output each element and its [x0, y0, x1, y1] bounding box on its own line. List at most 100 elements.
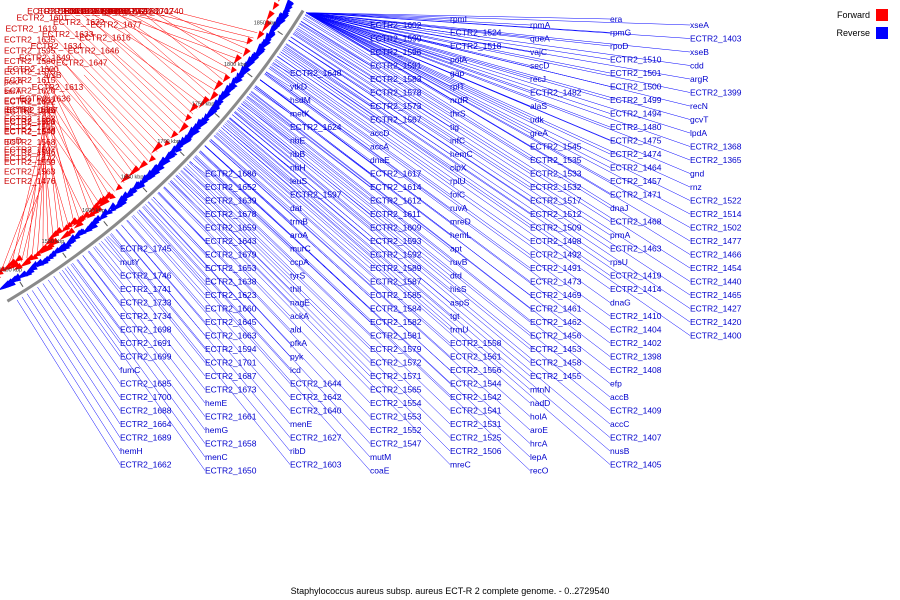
reverse-leader-line [238, 107, 611, 411]
gene-label-reverse: dat [290, 203, 302, 213]
reverse-leader-line [82, 255, 206, 417]
gene-label-reverse: ECTR2_1533 [530, 169, 582, 179]
reverse-leader-line [70, 263, 121, 330]
reverse-leader-line [139, 209, 206, 282]
gene-label-forward: ECTR2_1620 [4, 86, 56, 96]
forward-leader-line [161, 10, 247, 49]
forward-leader-line [43, 121, 65, 233]
gene-label-reverse: ald [290, 325, 302, 335]
forward-gene-feature [266, 10, 275, 21]
gene-label-reverse: ECTR2_1474 [610, 149, 662, 159]
gene-label-reverse: lepA [530, 452, 547, 462]
reverse-leader-line [294, 30, 611, 236]
gene-label-reverse: trmU [450, 325, 468, 335]
forward-leader-line [58, 57, 153, 157]
tick-label: 1800 kbp [224, 62, 247, 68]
gene-label-reverse: ECTR2_1662 [120, 460, 172, 470]
gene-label-reverse: ECTR2_1642 [290, 392, 342, 402]
gene-label-reverse: ECTR2_1556 [450, 365, 502, 375]
gene-label-forward: ECTR2_1563 [4, 167, 56, 177]
gene-label-reverse: rpmG [610, 28, 631, 38]
gene-label-reverse: ECTR2_1686 [205, 169, 257, 179]
reverse-leader-line [246, 96, 611, 384]
reverse-leader-line [306, 12, 531, 80]
gene-label-forward: ECTR2_1619 [5, 24, 57, 34]
reverse-leader-line [188, 162, 371, 336]
reverse-leader-line [306, 12, 611, 168]
gene-label-reverse: ECTR2_1699 [120, 352, 172, 362]
gene-label-reverse: ECTR2_1525 [450, 433, 502, 443]
gene-label-reverse: greA [530, 128, 548, 138]
reverse-leader-line [241, 103, 531, 336]
reverse-leader-line [232, 114, 531, 363]
gene-label-forward: ECTR2_1637 [6, 105, 58, 115]
reverse-leader-line [158, 192, 371, 417]
legend-swatch-forward [876, 9, 888, 21]
reverse-leader-line [300, 20, 451, 114]
gene-label-reverse: ECTR2_1440 [690, 277, 742, 287]
forward-gene-feature [120, 173, 131, 183]
reverse-leader-line [170, 179, 451, 465]
tick-mark [62, 252, 67, 258]
reverse-leader-line [302, 18, 531, 161]
reverse-leader-line [254, 86, 451, 236]
reverse-leader-line [268, 68, 611, 317]
gene-label-reverse: era [610, 14, 623, 24]
reverse-leader-line [64, 268, 121, 344]
gene-label-reverse: ECTR2_1561 [450, 352, 502, 362]
gene-label-reverse: leuS [290, 176, 307, 186]
gene-label-reverse: ECTR2_1689 [120, 433, 172, 443]
gene-label-reverse: ribE [290, 136, 305, 146]
forward-gene-feature [0, 265, 7, 272]
gene-label-reverse: ECTR2_1480 [610, 122, 662, 132]
forward-leader-line [0, 158, 45, 275]
reverse-leader-line [224, 123, 451, 317]
forward-leader-line [21, 171, 45, 262]
reverse-leader-line [306, 12, 531, 66]
gene-label-reverse: accC [610, 419, 629, 429]
gene-label-reverse: ECTR2_1691 [120, 338, 172, 348]
reverse-leader-line [246, 97, 531, 323]
gene-label-forward: ECTR2_1622 [4, 96, 56, 106]
gene-label-reverse: ECTR2_1398 [610, 352, 662, 362]
forward-gene-feature [148, 155, 156, 163]
gene-label-reverse: udk [530, 115, 544, 125]
forward-gene-feature [138, 160, 148, 170]
reverse-leader-line [126, 220, 291, 411]
gene-label-reverse: nusB [610, 446, 630, 456]
gene-label-reverse: ECTR2_1553 [370, 412, 422, 422]
forward-gene-feature [109, 193, 116, 200]
gene-label-reverse: ECTR2_1648 [290, 68, 342, 78]
reverse-leader-line [209, 140, 451, 357]
gene-label-reverse: dtd [450, 271, 462, 281]
gene-label-reverse: ECTR2_1640 [290, 406, 342, 416]
gene-label-reverse: ECTR2_1638 [205, 277, 257, 287]
forward-gene-feature [61, 224, 71, 232]
gene-label-forward: ECTR2_1681 [67, 6, 119, 16]
gene-label-reverse: ECTR2_1663 [205, 331, 257, 341]
gene-label-reverse: ccpA [290, 257, 309, 267]
reverse-leader-line [147, 201, 291, 357]
reverse-leader-line [121, 224, 291, 425]
gene-label-reverse: ECTR2_1578 [370, 88, 422, 98]
reverse-leader-line [306, 12, 531, 134]
gene-label-reverse: recJ [530, 74, 546, 84]
gene-label-forward: ECTR2_1574 [4, 106, 56, 116]
gene-label-forward: ECTR2_1562 [4, 113, 56, 123]
gene-label-reverse: ECTR2_1492 [530, 250, 582, 260]
gene-label-reverse: ECTR2_1658 [205, 439, 257, 449]
reverse-leader-line [21, 296, 121, 452]
gene-label-reverse: ECTR2_1402 [610, 338, 662, 348]
reverse-leader-line [185, 165, 451, 425]
legend-label-forward: Forward [836, 10, 870, 20]
gene-label-reverse: ECTR2_1659 [205, 223, 257, 233]
gene-label-reverse: prmA [610, 230, 631, 240]
reverse-leader-line [306, 12, 451, 101]
forward-gene-feature [13, 262, 23, 271]
reverse-leader-line [173, 177, 371, 377]
gene-label-reverse: hisS [450, 284, 467, 294]
reverse-leader-line [306, 12, 611, 101]
gene-label-forward: ECTR2_1632 [53, 17, 105, 27]
reverse-leader-line [306, 12, 531, 120]
